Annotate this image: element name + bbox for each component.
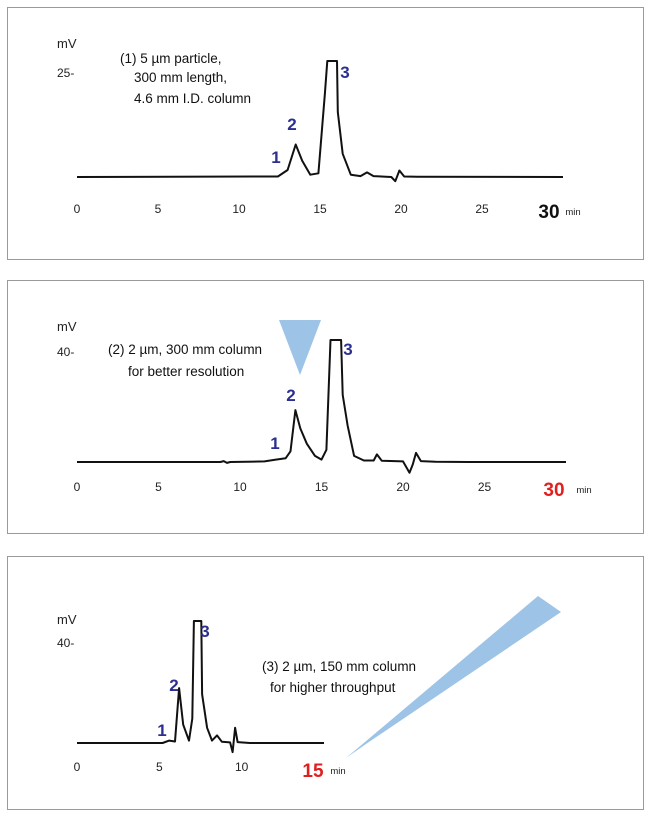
annotation-line: for better resolution [128,364,244,379]
peak-label-1: 1 [157,721,166,740]
x-tick-label: 15 [313,202,327,216]
peak-label-2: 2 [169,676,178,695]
y-tick-label: 40- [57,636,74,650]
x-tick-label: 10 [232,202,246,216]
x-tick-label: 10 [235,760,249,774]
x-tick-label: 0 [74,480,81,494]
x-unit-label: min [576,485,591,496]
chromatogram-trace [76,60,564,183]
peak-label-1: 1 [271,148,280,167]
x-tick-label: 5 [155,480,162,494]
x-tick-label: 20 [396,480,410,494]
x-end-label: 30 [538,202,559,223]
peak-label-3: 3 [340,63,349,82]
y-axis-label: mV [57,319,77,334]
peak-label-2: 2 [287,115,296,134]
x-tick-label: 25 [478,480,492,494]
x-tick-label: 10 [233,480,247,494]
diagonal-arrow-icon [346,596,561,758]
y-axis-label: mV [57,612,77,627]
annotation-line: (1) 5 µm particle, [120,51,222,66]
peak-label-3: 3 [343,340,352,359]
x-tick-label: 0 [74,202,81,216]
y-tick-label: 25- [57,66,74,80]
annotation-line: 4.6 mm I.D. column [134,91,251,106]
down-arrow-icon [279,320,321,375]
x-tick-label: 15 [315,480,329,494]
annotation-line: (3) 2 µm, 150 mm column [262,659,416,674]
panel-2-frame [7,280,644,534]
peak-label-2: 2 [286,386,295,405]
chart-panel-3: mV 40- 0 5 10 15 min (3) 2 µm, 150 mm column for… [57,612,416,782]
chromatogram-trace [77,339,566,474]
chromatogram-trace [77,620,324,754]
x-end-label: 30 [543,480,564,501]
x-unit-label: min [330,766,345,777]
x-tick-label: 25 [475,202,489,216]
chart-panel-1: mV 25- 0 5 10 15 20 25 30 min (1) 5 µm particle, 30… [57,36,581,223]
y-axis-label: mV [57,36,77,51]
x-tick-label: 5 [156,760,163,774]
annotation-line: 300 mm length, [134,70,227,85]
x-end-label: 15 [302,761,324,782]
x-unit-label: min [565,207,580,218]
peak-label-1: 1 [270,434,279,453]
x-tick-label: 0 [74,760,81,774]
panel-1-frame [7,7,644,260]
x-tick-label: 20 [394,202,408,216]
y-tick-label: 40- [57,345,74,359]
peak-label-3: 3 [200,622,209,641]
chart-panel-2: mV 40- 0 5 10 15 20 25 30 min (2) 2 µm, 300 mm col… [57,319,592,501]
annotation-line: (2) 2 µm, 300 mm column [108,342,262,357]
x-tick-label: 5 [155,202,162,216]
annotation-line: for higher throughput [270,680,396,695]
